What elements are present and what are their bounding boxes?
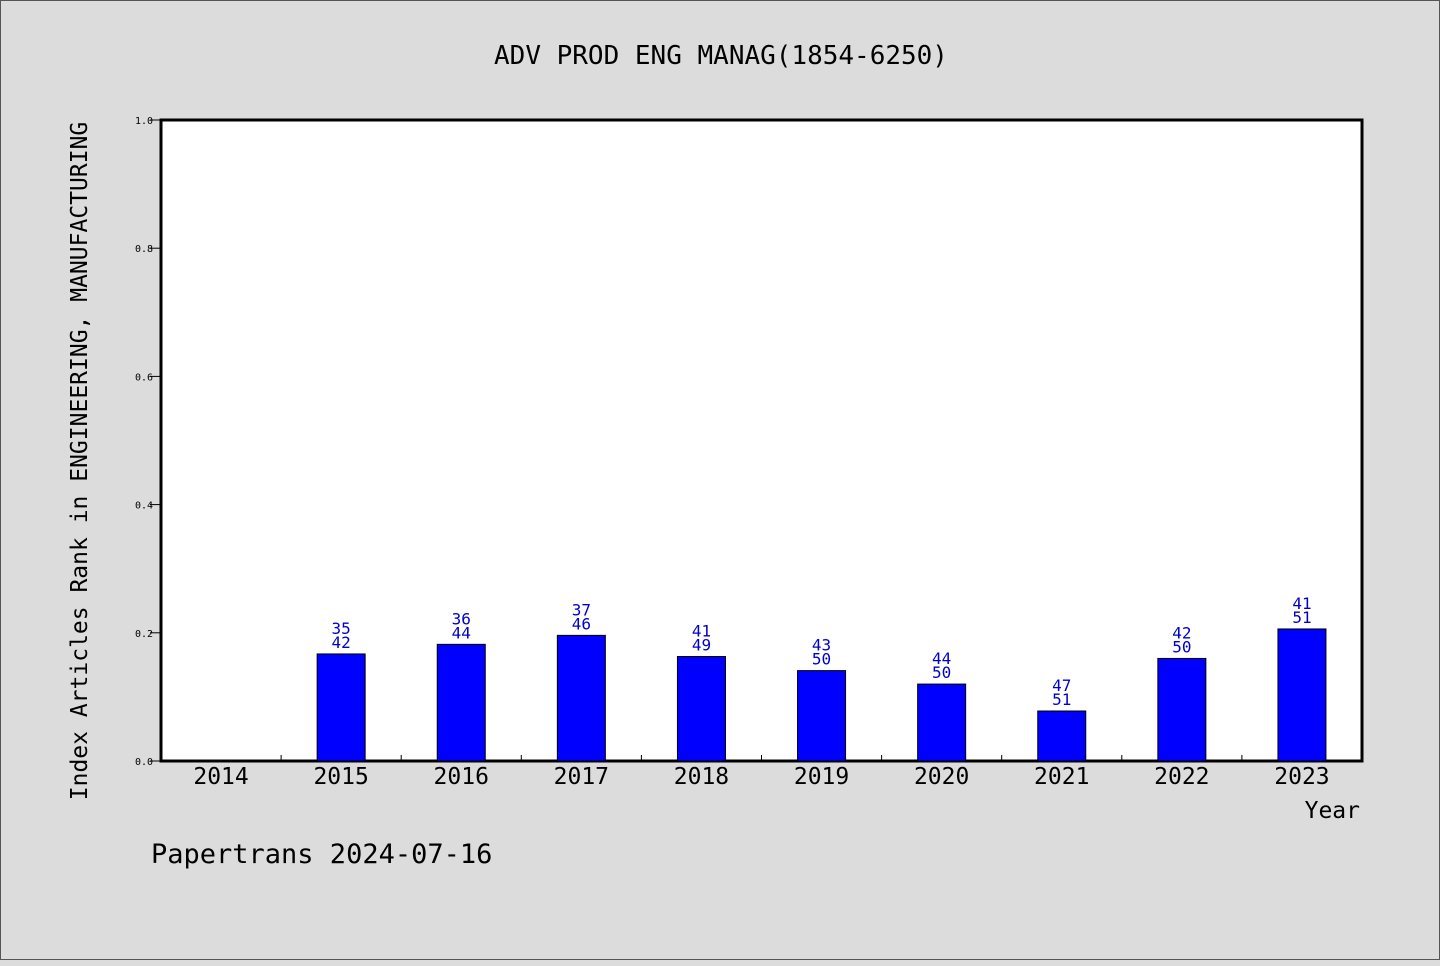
data-label-bottom: 46 (572, 614, 591, 633)
y-tick-label: 0.4 (135, 501, 153, 512)
x-tick-label: 2019 (794, 764, 849, 790)
bar (1157, 657, 1207, 762)
bar (316, 653, 366, 762)
x-tick-label: 2023 (1274, 764, 1329, 790)
bar (676, 656, 726, 762)
data-label-top: 42 (1172, 623, 1191, 642)
data-label-top: 43 (812, 636, 831, 655)
y-tick-label: 0.0 (135, 757, 153, 768)
data-label-top: 41 (692, 622, 711, 641)
y-tick-label: 0.6 (135, 372, 153, 383)
y-axis: 0.0 0.2 0.4 0.6 0.8 1.0 (135, 116, 161, 768)
x-axis-label: Year (1305, 798, 1360, 824)
x-tick-label: 2018 (674, 764, 729, 790)
x-tick-label: 2022 (1154, 764, 1209, 790)
y-tick-label: 0.8 (135, 244, 153, 255)
x-tick-label: 2020 (914, 764, 969, 790)
bar (917, 683, 967, 762)
bars (316, 628, 1327, 762)
data-label-bottom: 50 (1172, 637, 1191, 656)
bar (1037, 710, 1087, 762)
bar (1277, 628, 1327, 762)
x-tick-label: 2021 (1034, 764, 1089, 790)
data-label-top: 36 (452, 609, 471, 628)
data-label-bottom: 51 (1052, 690, 1071, 709)
footer-text: Papertrans 2024-07-16 (151, 839, 492, 870)
y-tick-label: 1.0 (135, 116, 153, 127)
x-tick-label: 2014 (193, 764, 248, 790)
bar (436, 643, 486, 762)
y-tick-label: 0.2 (135, 629, 153, 640)
data-label-bottom: 50 (932, 663, 951, 682)
chart-title: ADV PROD ENG MANAG(1854-6250) (494, 41, 948, 71)
y-axis-label: Index Articles Rank in ENGINEERING, MANU… (67, 122, 93, 801)
data-label-top: 41 (1292, 594, 1311, 613)
data-label-bottom: 51 (1292, 608, 1311, 627)
data-label-top: 47 (1052, 676, 1071, 695)
x-tick-label: 2017 (554, 764, 609, 790)
bar (797, 670, 847, 762)
data-label-top: 44 (932, 649, 951, 668)
data-label-top: 37 (572, 600, 591, 619)
bar (556, 634, 606, 762)
x-tick-label: 2015 (313, 764, 368, 790)
data-label-bottom: 42 (332, 633, 351, 652)
data-label-top: 35 (332, 619, 351, 638)
x-tick-label: 2016 (434, 764, 489, 790)
data-label-bottom: 49 (692, 636, 711, 655)
data-label-bottom: 50 (812, 650, 831, 669)
data-label-bottom: 44 (452, 623, 471, 642)
x-axis: 2014 2015 2016 2017 2018 2019 2020 2021 2022 2023 (193, 755, 1330, 790)
